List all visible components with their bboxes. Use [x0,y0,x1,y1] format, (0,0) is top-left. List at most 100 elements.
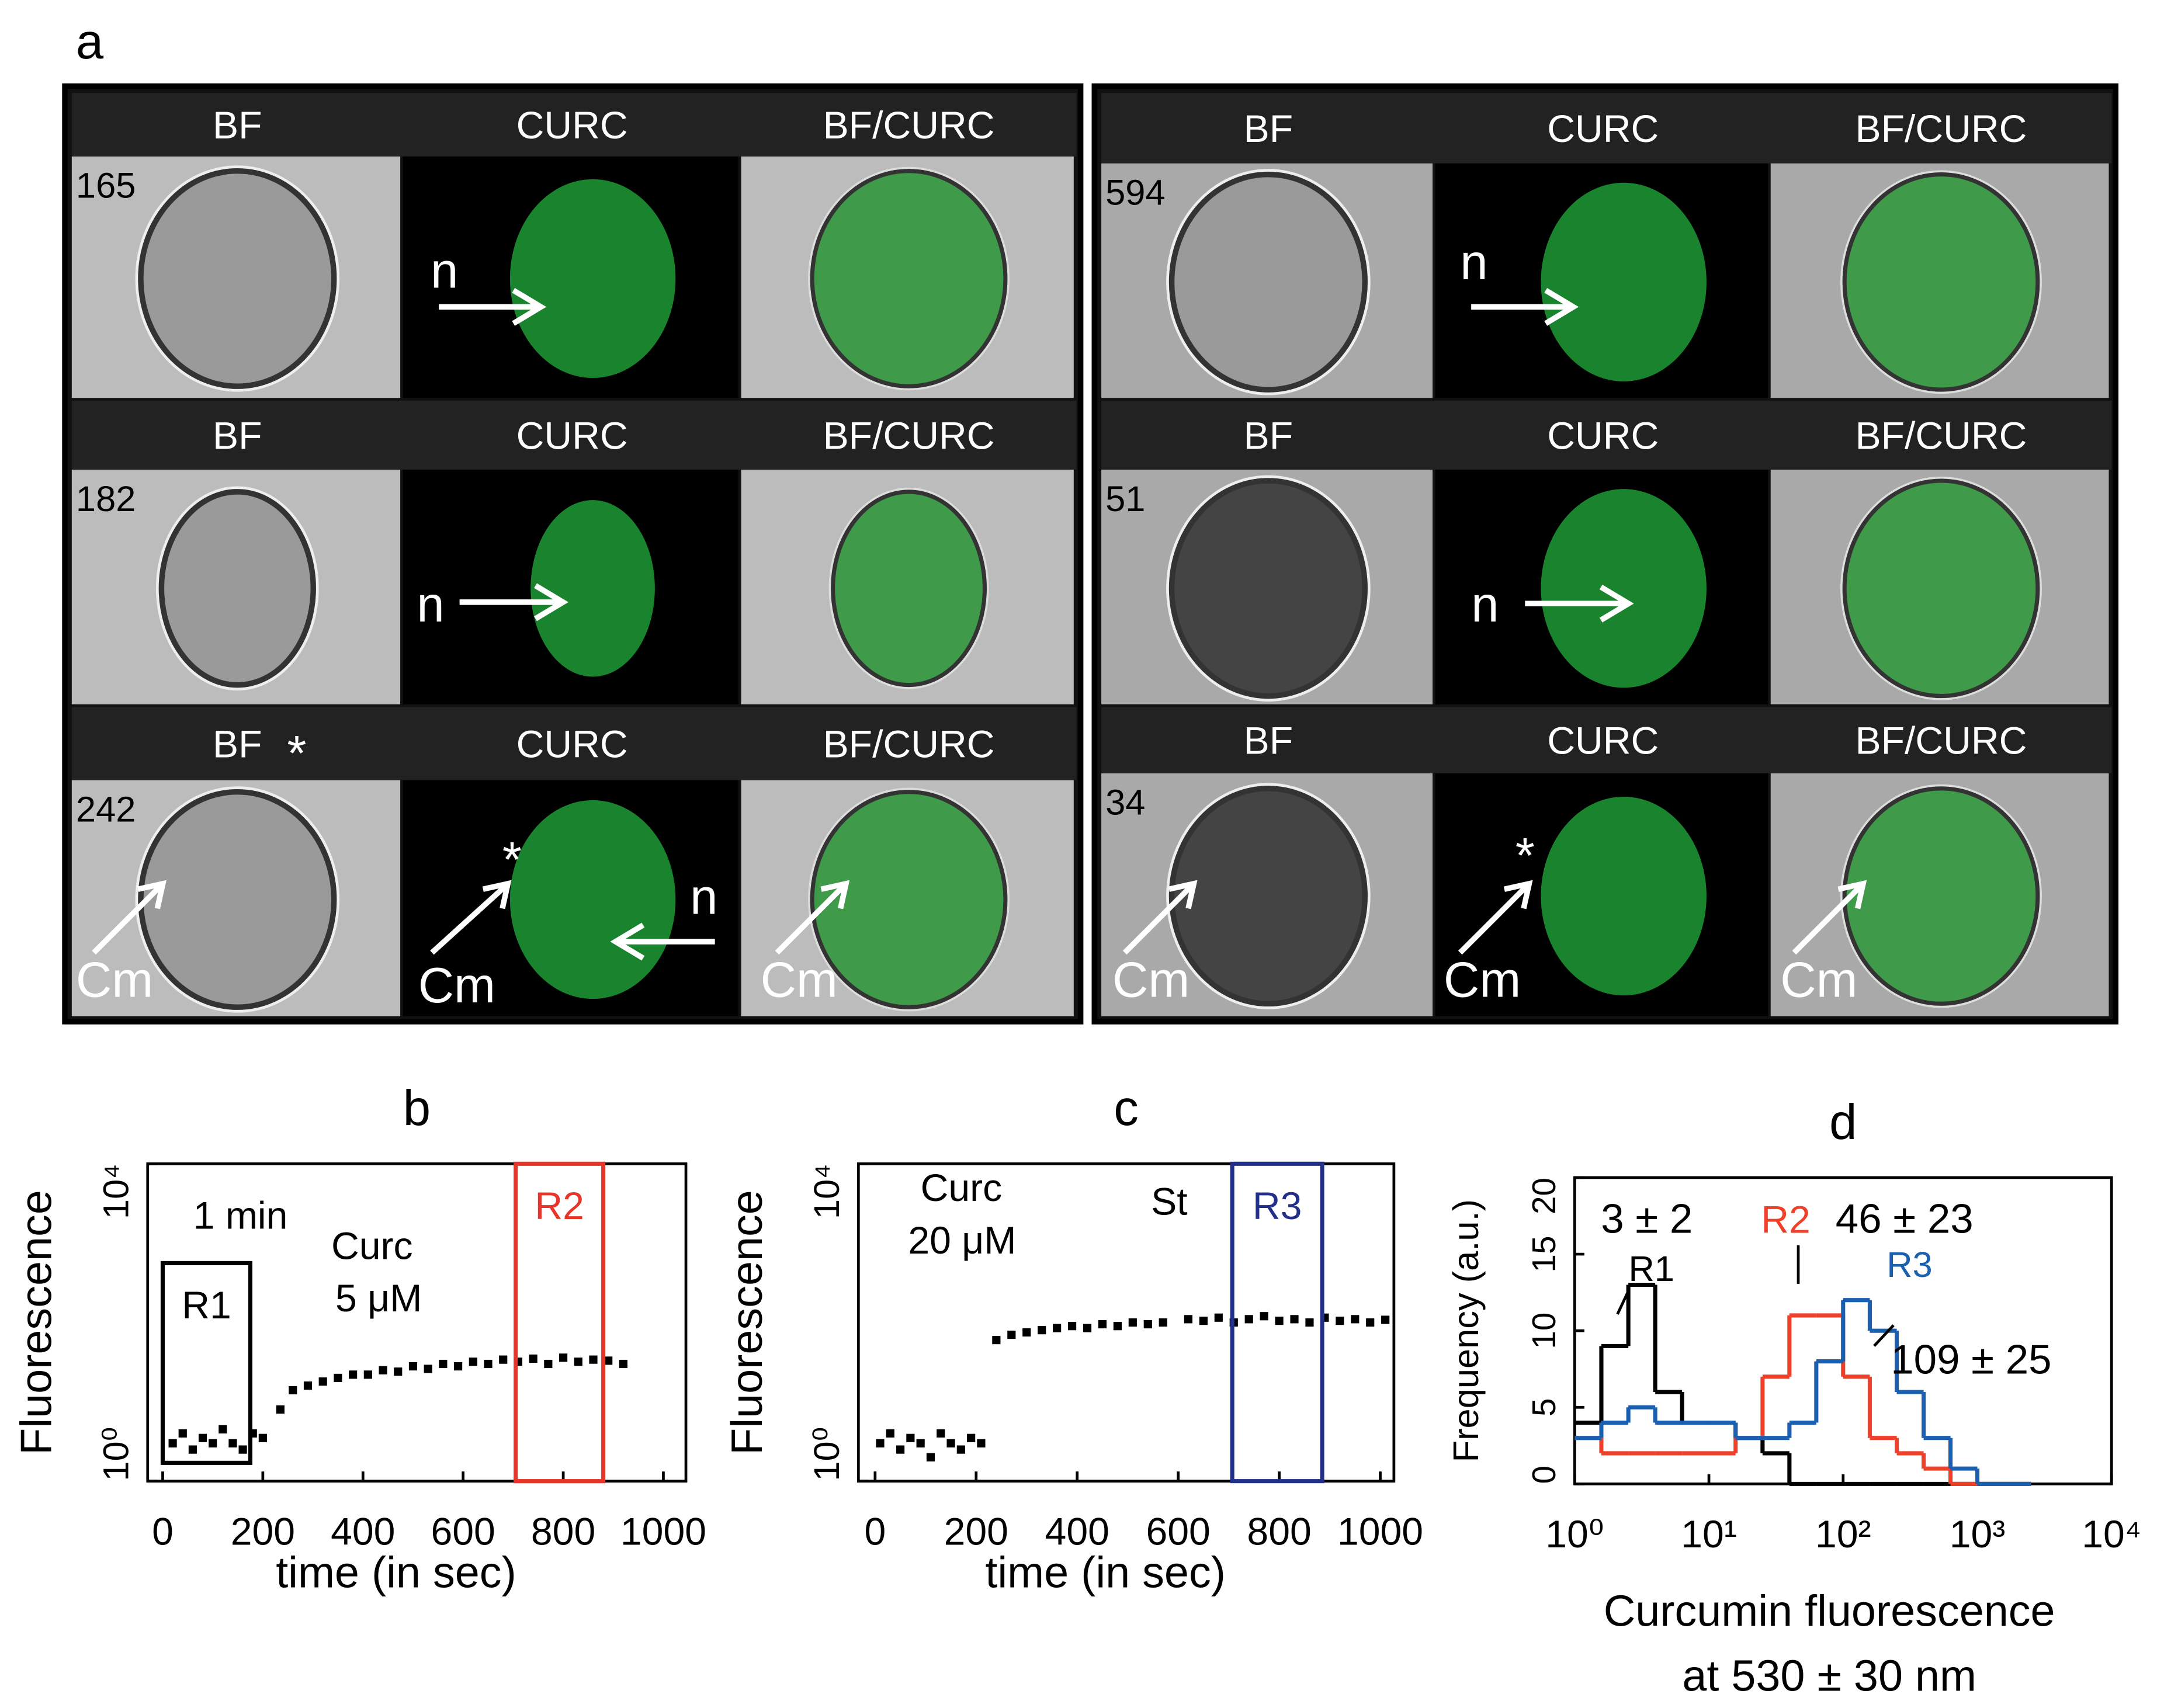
panel-label: b [403,1081,431,1136]
point [619,1359,627,1369]
annotation: * [287,726,306,782]
chart: d 10⁰ 10¹ 10² 10³ 10⁴ 0 5 10 15 20 Frequency (a.u.)… [1446,1095,2141,1701]
point [276,1405,285,1414]
series-label: R3 [1886,1245,1933,1285]
point [363,1370,372,1379]
leader [1873,1324,1895,1347]
header-band [71,707,1077,780]
arrow [1122,880,1198,955]
y-tick-label: 5 [1526,1398,1563,1417]
y-axis-label: Fluorescence [12,1190,61,1455]
point [258,1433,267,1442]
point [198,1433,207,1442]
column-header: CURC [1547,415,1659,458]
point [1260,1312,1268,1321]
header-band [1101,401,2112,470]
column-header: BF/CURC [1856,107,2027,151]
y-tick-label: 10⁰ [807,1427,847,1481]
cell-fluorescence [1541,796,1707,996]
point [379,1366,387,1374]
arrow [439,287,547,326]
column-header: BF/CURC [823,415,995,458]
arrow [1471,287,1579,326]
point [188,1445,197,1454]
point [1351,1315,1360,1324]
header-band [71,93,1077,157]
cell-overlay [810,169,1008,388]
annotation: * [502,832,522,888]
y-tick-label: 15 [1526,1236,1563,1273]
arrow [1792,880,1867,955]
point [289,1386,297,1395]
arrow [610,922,715,961]
series-label: R2 [1761,1198,1811,1241]
y-tick-label: 0 [1526,1466,1563,1484]
region-label: R1 [182,1284,231,1327]
annotation: n [690,870,717,925]
point [1184,1315,1193,1324]
x-tick-label: 200 [944,1510,1008,1553]
point [178,1429,187,1438]
region [514,1161,606,1484]
point [469,1358,477,1366]
arrow [459,583,568,622]
point [906,1433,915,1442]
cell-overlay [1842,172,2040,392]
point [1083,1324,1092,1332]
point [484,1359,493,1369]
event-number: 165 [76,166,136,206]
point [946,1439,955,1447]
point [1336,1317,1344,1325]
point [1159,1318,1167,1327]
x-tick-label: 200 [231,1510,295,1553]
point [1113,1322,1122,1331]
x-axis-label: time (in sec) [985,1549,1226,1598]
panel-label: a [76,14,104,70]
x-tick-label: 0 [152,1510,174,1553]
cell-fluorescence [530,500,655,677]
point [1275,1317,1284,1325]
arrow [1458,880,1533,955]
point [916,1439,925,1447]
point [1007,1330,1016,1339]
point [937,1429,945,1438]
annotation: n [431,243,458,298]
y-tick-label: 10⁴ [807,1164,847,1219]
point [394,1367,403,1376]
cell-fluorescence [1541,489,1707,688]
annotation: n [417,577,444,633]
annotation: 5 μM [335,1277,422,1320]
chart: b 0 200 400 600 800 1000 10⁰ 10⁴ Fluorescence time… [12,1081,706,1597]
y-tick-label: 10⁴ [96,1164,137,1219]
x-tick-label: 800 [1247,1510,1311,1553]
point [559,1353,568,1362]
column-header: BF/CURC [1856,415,2027,458]
header-band [71,401,1077,470]
column-header: CURC [1547,720,1659,763]
panel-a: BF CURC BF/CURC 165 BF CURC BF/CURC 182 BF CURC BF… [62,83,2119,1025]
point [303,1381,313,1390]
cell [158,489,316,688]
column-header: BF/CURC [823,723,995,766]
point [238,1445,247,1454]
region-label: R3 [1253,1185,1302,1228]
x-tick-label: 1000 [1337,1510,1423,1553]
plot-area [146,1162,688,1483]
x-tick-label: 0 [864,1510,886,1553]
point [1381,1315,1390,1324]
event-number: 182 [76,479,136,519]
column-header: BF [1244,107,1293,151]
annotation: Curc [921,1167,1003,1210]
column-header: CURC [516,104,628,147]
point [228,1439,237,1447]
column-header: BF [213,415,262,458]
point [977,1439,986,1447]
event-number: 34 [1105,783,1145,823]
x-tick-label: 10¹ [1681,1513,1737,1556]
cell [1168,786,1368,1007]
annotation: n [1471,577,1499,633]
x-tick-label: 10³ [1950,1513,2006,1556]
column-header: BF/CURC [1856,720,2027,763]
